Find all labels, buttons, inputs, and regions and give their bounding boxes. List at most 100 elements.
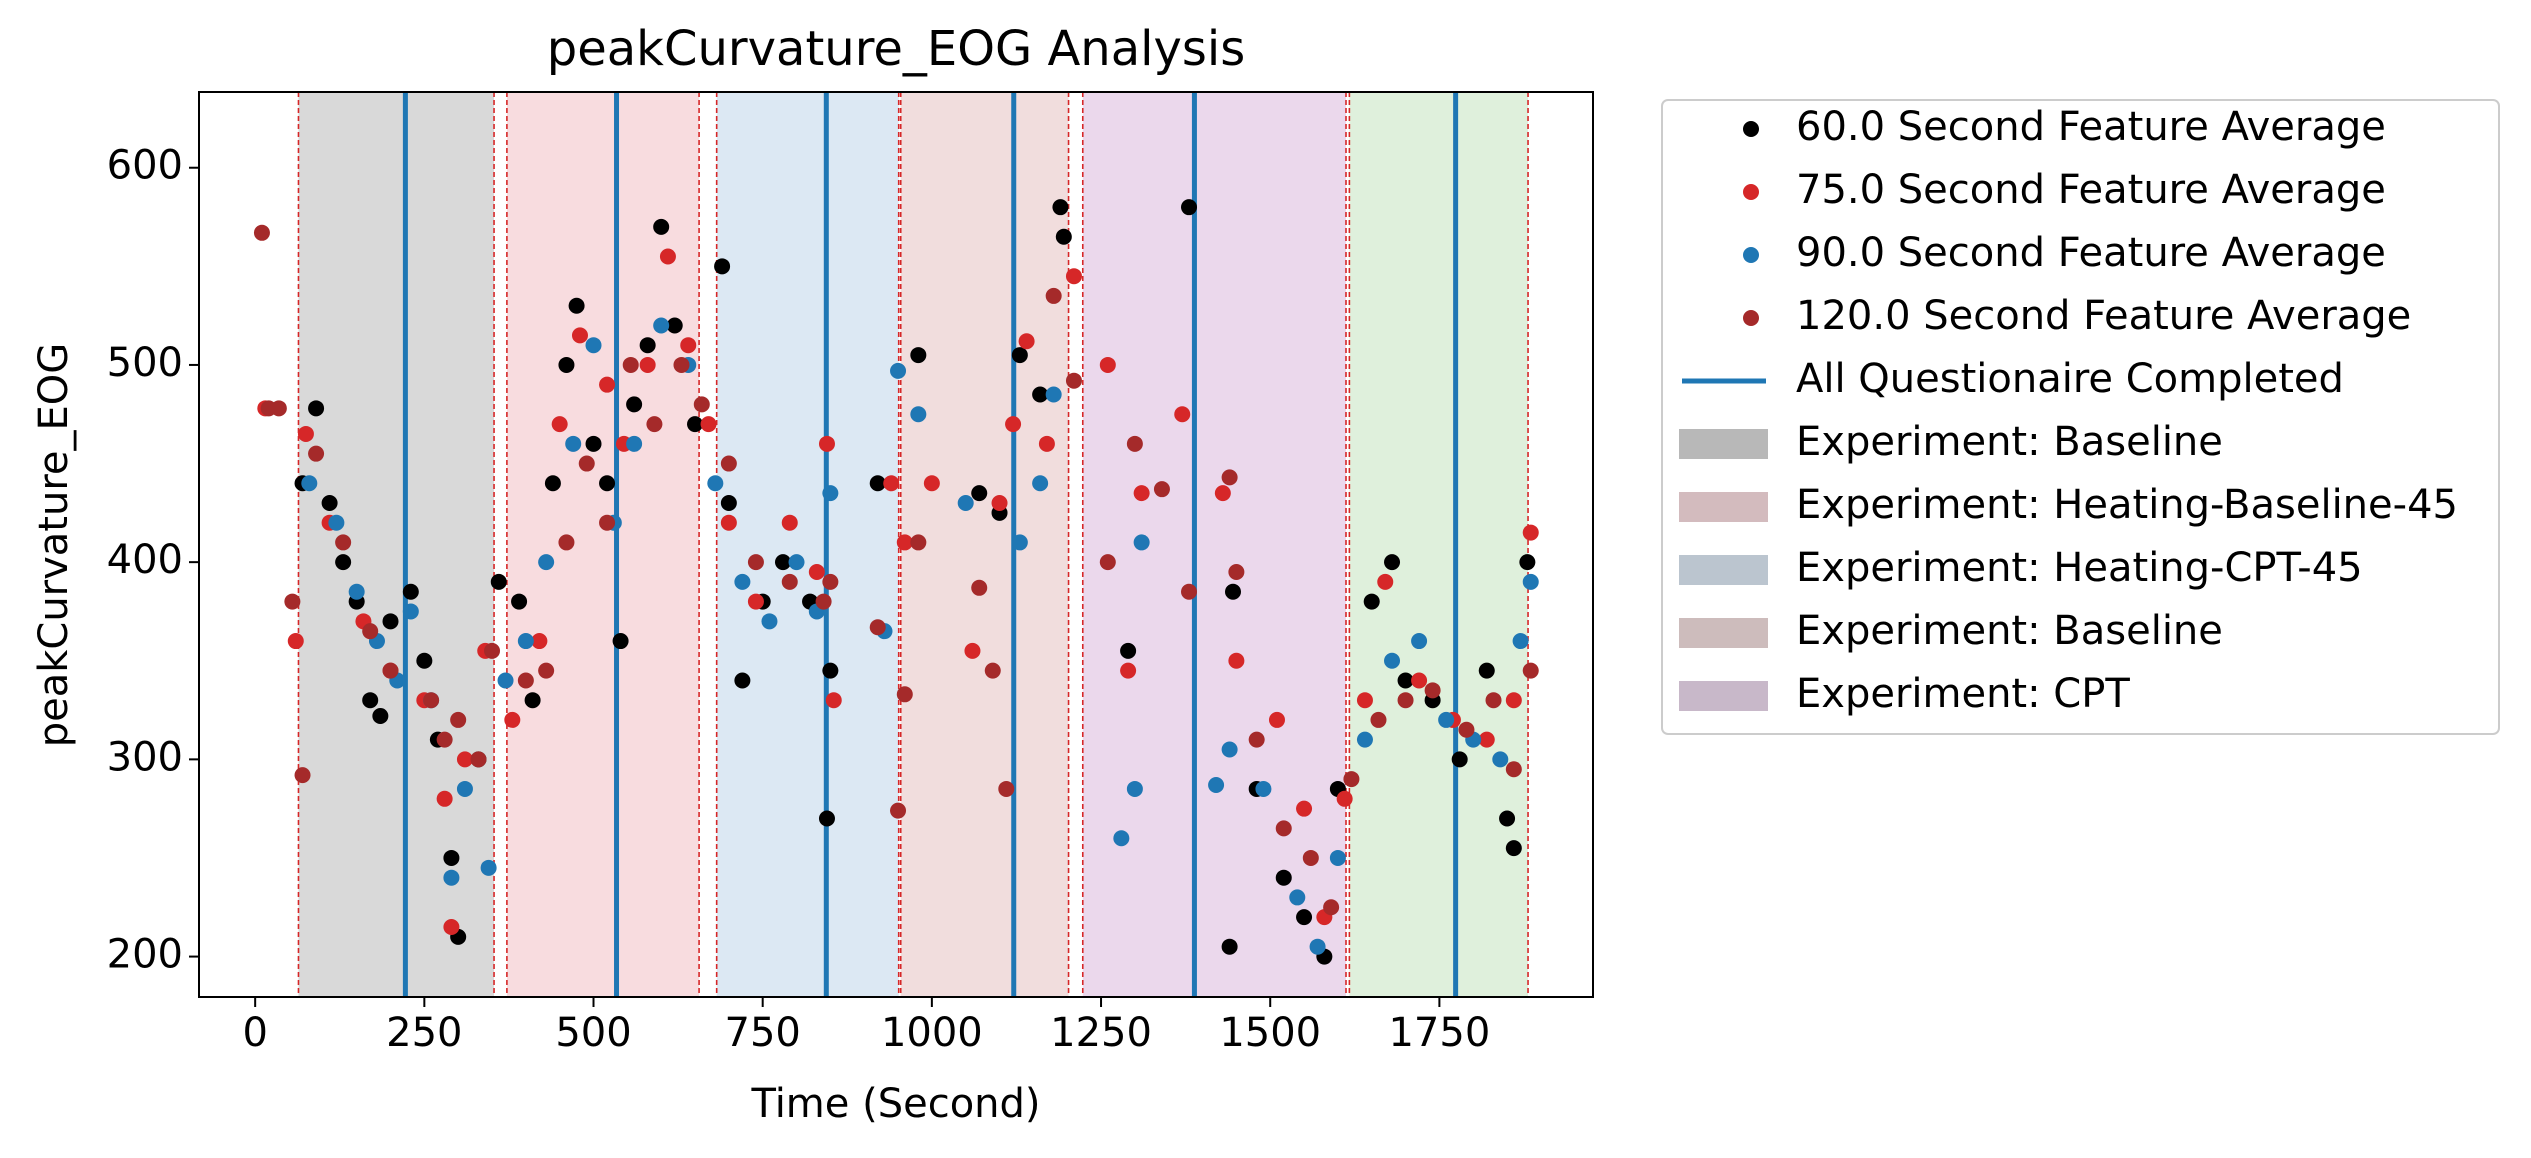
point bbox=[416, 652, 433, 669]
point bbox=[294, 767, 311, 784]
point bbox=[1505, 761, 1522, 778]
point bbox=[626, 435, 643, 452]
legend-label: Experiment: Baseline bbox=[1796, 419, 2223, 465]
point bbox=[1296, 909, 1313, 926]
point bbox=[1221, 469, 1238, 486]
point bbox=[1336, 790, 1353, 807]
point bbox=[497, 672, 514, 689]
legend-patch bbox=[1679, 555, 1768, 585]
point bbox=[443, 918, 460, 935]
point bbox=[720, 494, 737, 511]
point bbox=[1424, 682, 1441, 699]
point bbox=[270, 400, 287, 417]
point bbox=[890, 802, 907, 819]
point bbox=[517, 672, 534, 689]
point bbox=[423, 692, 440, 709]
point bbox=[720, 455, 737, 472]
point bbox=[910, 534, 927, 551]
point bbox=[612, 633, 629, 650]
point bbox=[1512, 633, 1529, 650]
point bbox=[565, 435, 582, 452]
point bbox=[1485, 692, 1502, 709]
point bbox=[639, 356, 656, 373]
legend-marker bbox=[1743, 247, 1759, 263]
span bbox=[716, 92, 899, 997]
point bbox=[964, 642, 981, 659]
point bbox=[599, 514, 616, 531]
point bbox=[1478, 662, 1495, 679]
point bbox=[362, 692, 379, 709]
point bbox=[1011, 534, 1028, 551]
legend-label: 75.0 Second Feature Average bbox=[1796, 167, 2386, 213]
legend-marker bbox=[1743, 121, 1759, 137]
point bbox=[402, 583, 419, 600]
point bbox=[781, 514, 798, 531]
point bbox=[825, 692, 842, 709]
point bbox=[558, 356, 575, 373]
point bbox=[734, 573, 751, 590]
point bbox=[571, 327, 588, 344]
point bbox=[1181, 199, 1198, 216]
point bbox=[1214, 485, 1231, 502]
point bbox=[781, 573, 798, 590]
point bbox=[788, 554, 805, 571]
point bbox=[700, 416, 717, 433]
point bbox=[1248, 731, 1265, 748]
point bbox=[253, 224, 270, 241]
point bbox=[511, 593, 528, 610]
point bbox=[1438, 711, 1455, 728]
point bbox=[456, 780, 473, 797]
x-tick-label: 750 bbox=[725, 1010, 801, 1056]
point bbox=[991, 494, 1008, 511]
point bbox=[734, 672, 751, 689]
legend-patch bbox=[1679, 429, 1768, 459]
point bbox=[984, 662, 1001, 679]
point bbox=[653, 218, 670, 235]
legend-marker bbox=[1743, 310, 1759, 326]
point bbox=[1363, 593, 1380, 610]
point bbox=[971, 579, 988, 596]
point bbox=[646, 416, 663, 433]
point bbox=[1397, 672, 1414, 689]
point bbox=[1451, 751, 1468, 768]
point bbox=[774, 554, 791, 571]
point bbox=[1329, 849, 1346, 866]
point bbox=[818, 810, 835, 827]
point bbox=[297, 425, 314, 442]
point bbox=[1153, 481, 1170, 498]
point bbox=[1126, 435, 1143, 452]
span bbox=[298, 92, 495, 997]
span bbox=[1082, 92, 1347, 997]
point bbox=[815, 593, 832, 610]
point bbox=[551, 416, 568, 433]
legend-label: Experiment: Heating-Baseline-45 bbox=[1796, 482, 2458, 528]
point bbox=[1377, 573, 1394, 590]
legend-marker bbox=[1743, 184, 1759, 200]
point bbox=[1522, 524, 1539, 541]
point bbox=[890, 362, 907, 379]
point bbox=[490, 573, 507, 590]
point bbox=[1289, 889, 1306, 906]
point bbox=[1397, 692, 1414, 709]
point bbox=[382, 613, 399, 630]
legend-patch bbox=[1679, 492, 1768, 522]
point bbox=[1208, 776, 1225, 793]
point bbox=[538, 662, 555, 679]
point bbox=[910, 406, 927, 423]
point bbox=[1045, 386, 1062, 403]
legend-box bbox=[1661, 99, 2500, 735]
point bbox=[599, 376, 616, 393]
point bbox=[1018, 333, 1035, 350]
point bbox=[1126, 780, 1143, 797]
point bbox=[382, 662, 399, 679]
point bbox=[822, 662, 839, 679]
legend-label: Experiment: Heating-CPT-45 bbox=[1796, 545, 2363, 591]
point bbox=[998, 780, 1015, 797]
y-tick-label: 500 bbox=[107, 340, 183, 386]
point bbox=[808, 564, 825, 581]
point bbox=[1052, 199, 1069, 216]
point bbox=[1228, 652, 1245, 669]
chart-title: peakCurvature_EOG Analysis bbox=[547, 21, 1245, 77]
point bbox=[308, 445, 325, 462]
